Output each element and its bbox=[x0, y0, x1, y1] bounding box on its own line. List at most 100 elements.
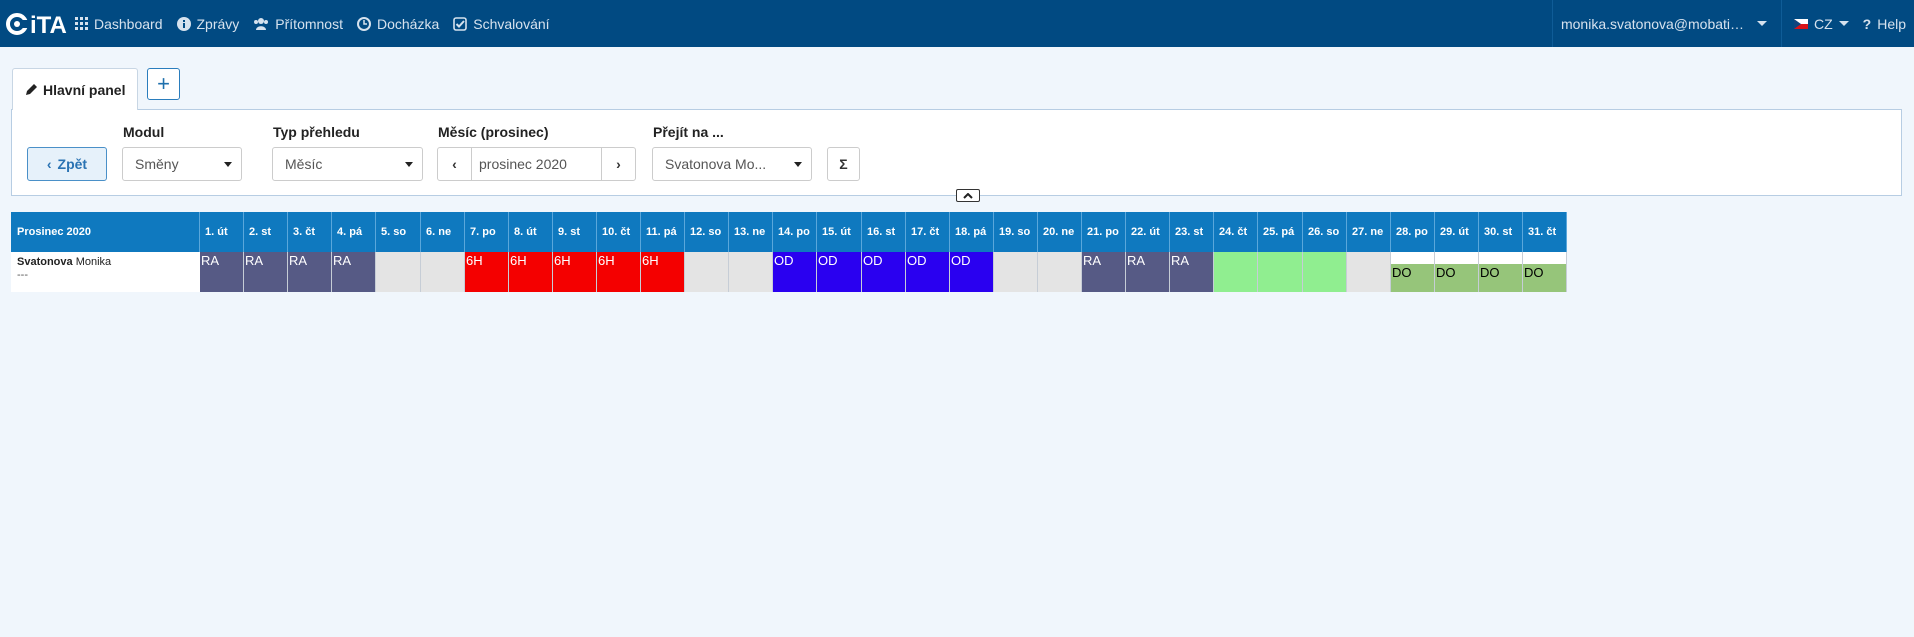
shift-cell[interactable]: DO bbox=[1479, 252, 1523, 292]
shift-cell[interactable] bbox=[729, 252, 773, 292]
shift-cell[interactable]: DO bbox=[1523, 252, 1567, 292]
user-menu[interactable]: monika.svatonova@mobatime... bbox=[1551, 0, 1782, 47]
nav-dashboard[interactable]: Dashboard bbox=[74, 0, 163, 47]
navbar-right: monika.svatonova@mobatime... CZ ? Help bbox=[1551, 0, 1914, 47]
caret-down-icon bbox=[405, 162, 413, 167]
caret-down-icon bbox=[224, 162, 232, 167]
shift-code: RA bbox=[289, 253, 308, 268]
employee-firstname: Monika bbox=[75, 256, 112, 268]
shift-code: 6H bbox=[642, 253, 659, 268]
shift-cell[interactable] bbox=[1303, 252, 1347, 292]
next-month-button[interactable]: › bbox=[601, 147, 636, 181]
shift-fill bbox=[1391, 264, 1434, 292]
shift-code: DO bbox=[1480, 265, 1500, 280]
shift-cell[interactable] bbox=[1347, 252, 1391, 292]
collapse-panel-button[interactable] bbox=[956, 189, 980, 202]
shift-code: OD bbox=[863, 253, 883, 268]
chevron-up-icon bbox=[963, 192, 973, 199]
add-tab-button[interactable]: + bbox=[147, 68, 180, 100]
day-header: 8. út bbox=[509, 212, 553, 252]
shift-code: RA bbox=[1083, 253, 1102, 268]
shift-code: RA bbox=[201, 253, 220, 268]
help-link[interactable]: ? Help bbox=[1863, 16, 1914, 32]
pencil-icon bbox=[25, 83, 38, 96]
day-header: 30. st bbox=[1479, 212, 1523, 252]
module-value: Směny bbox=[135, 156, 179, 172]
nav-pritomnost[interactable]: Přítomnost bbox=[253, 0, 343, 47]
shift-fill bbox=[1523, 264, 1566, 292]
shift-cell[interactable]: 6H bbox=[597, 252, 641, 292]
nav-schvalovani[interactable]: Schvalování bbox=[453, 0, 550, 47]
month-picker: ‹ prosinec 2020 › bbox=[437, 147, 636, 181]
day-header: 5. so bbox=[376, 212, 421, 252]
day-header: 13. ne bbox=[729, 212, 773, 252]
question-icon: ? bbox=[1862, 15, 1872, 32]
shift-cell[interactable]: DO bbox=[1435, 252, 1479, 292]
caret-down-icon bbox=[794, 162, 802, 167]
svg-text:iTA: iTA bbox=[30, 12, 67, 37]
shift-cell[interactable] bbox=[685, 252, 729, 292]
goto-select[interactable]: Svatonova Mo... bbox=[652, 147, 812, 181]
back-button[interactable]: ‹ Zpět bbox=[27, 147, 107, 181]
nav-dochazka[interactable]: Docházka bbox=[357, 0, 439, 47]
shift-cell[interactable]: OD bbox=[817, 252, 862, 292]
sum-button[interactable]: Σ bbox=[827, 147, 860, 181]
day-header: 1. út bbox=[200, 212, 244, 252]
shift-cell[interactable]: 6H bbox=[641, 252, 685, 292]
shift-cell[interactable]: RA bbox=[244, 252, 288, 292]
nav-dochazka-label: Docházka bbox=[377, 15, 440, 32]
goto-label: Přejít na ... bbox=[653, 124, 724, 140]
shift-cell[interactable]: RA bbox=[1082, 252, 1126, 292]
prev-month-button[interactable]: ‹ bbox=[437, 147, 472, 181]
clock-icon bbox=[357, 16, 371, 31]
shift-cell[interactable] bbox=[994, 252, 1038, 292]
shift-cell[interactable]: RA bbox=[200, 252, 244, 292]
language-label: CZ bbox=[1813, 15, 1833, 32]
tab-hlavni-panel[interactable]: Hlavní panel bbox=[12, 68, 138, 110]
day-header: 15. út bbox=[817, 212, 862, 252]
shift-cell[interactable]: OD bbox=[906, 252, 950, 292]
shift-cell[interactable] bbox=[376, 252, 421, 292]
view-type-select[interactable]: Měsíc bbox=[272, 147, 423, 181]
shift-cell[interactable]: 6H bbox=[465, 252, 509, 292]
shift-cell[interactable] bbox=[1038, 252, 1082, 292]
day-header: 22. út bbox=[1126, 212, 1170, 252]
shift-cell[interactable] bbox=[1214, 252, 1258, 292]
shift-cell[interactable]: DO bbox=[1391, 252, 1435, 292]
module-select[interactable]: Směny bbox=[122, 147, 242, 181]
shift-cell[interactable]: OD bbox=[862, 252, 906, 292]
month-input[interactable]: prosinec 2020 bbox=[472, 147, 601, 181]
shift-cell[interactable]: RA bbox=[332, 252, 376, 292]
shift-cell[interactable]: OD bbox=[773, 252, 817, 292]
ita-logo[interactable]: iTA bbox=[0, 0, 74, 47]
day-header: 24. čt bbox=[1214, 212, 1258, 252]
nav-zpravy[interactable]: Zprávy bbox=[176, 0, 240, 47]
shift-cell[interactable]: 6H bbox=[553, 252, 597, 292]
language-selector[interactable]: CZ bbox=[1782, 0, 1863, 47]
shift-cell[interactable]: RA bbox=[288, 252, 332, 292]
day-header: 20. ne bbox=[1038, 212, 1082, 252]
month-label: Měsíc (prosinec) bbox=[438, 124, 549, 140]
shift-code: 6H bbox=[598, 253, 615, 268]
help-label: Help bbox=[1877, 15, 1906, 32]
goto-value: Svatonova Mo... bbox=[665, 156, 767, 172]
shift-cell[interactable]: RA bbox=[1170, 252, 1214, 292]
czech-flag-icon bbox=[1793, 18, 1808, 29]
users-icon bbox=[253, 17, 269, 31]
top-navbar: iTA Dashboard Zprávy Přítomnost Docházka… bbox=[0, 0, 1914, 47]
day-header: 4. pá bbox=[332, 212, 376, 252]
shift-cell[interactable]: 6H bbox=[509, 252, 553, 292]
day-header: 17. čt bbox=[906, 212, 950, 252]
grid-title: Prosinec 2020 bbox=[11, 212, 200, 252]
shift-cell[interactable] bbox=[421, 252, 465, 292]
module-label: Modul bbox=[123, 124, 165, 140]
shift-cell[interactable]: OD bbox=[950, 252, 994, 292]
shift-fill bbox=[1479, 264, 1522, 292]
shift-fill bbox=[1435, 264, 1478, 292]
employee-name-cell[interactable]: Svatonova Monika --- bbox=[11, 252, 200, 292]
shift-cell[interactable]: RA bbox=[1126, 252, 1170, 292]
nav-zpravy-label: Zprávy bbox=[196, 15, 240, 32]
nav-pritomnost-label: Přítomnost bbox=[275, 15, 343, 32]
shift-code: RA bbox=[1171, 253, 1190, 268]
shift-cell[interactable] bbox=[1258, 252, 1303, 292]
